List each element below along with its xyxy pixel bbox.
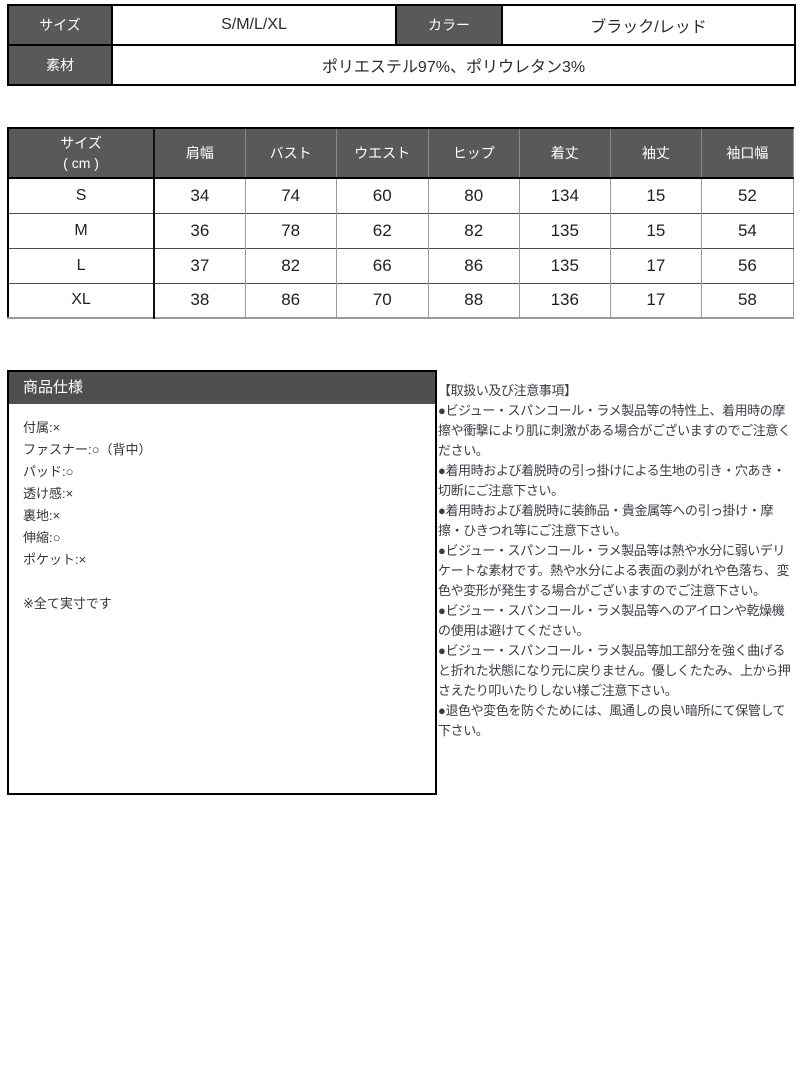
- measurement-cell: 37: [153, 247, 246, 283]
- measurement-cell: 60: [335, 177, 429, 213]
- care-note-item: ●ビジュー・スパンコール・ラメ製品等は熱や水分に弱いデリケートな素材です。熱や水…: [438, 543, 790, 598]
- measurement-cell: 15: [609, 177, 702, 213]
- measurement-cell: 80: [427, 177, 520, 213]
- table-row: M 36 78 62 82 135 15 54: [8, 212, 794, 248]
- measurement-cell: 15: [609, 212, 702, 248]
- measurement-cell: 38: [153, 282, 246, 318]
- spec-note: ※全て実寸です: [23, 596, 112, 611]
- care-note-item: ●ビジュー・スパンコール・ラメ製品等の特性上、着用時の摩擦や衝撃により肌に刺激が…: [438, 403, 791, 458]
- material-label-cell: 素材: [7, 44, 113, 86]
- header-bust: バスト: [244, 128, 337, 179]
- table-row: サイズ S/M/L/XL カラー ブラック/レッド: [7, 4, 796, 46]
- measurement-cell: 135: [518, 212, 611, 248]
- measurement-cell: 58: [700, 282, 794, 318]
- header-cuff-width: 袖口幅: [700, 128, 794, 179]
- care-note-item: ●ビジュー・スパンコール・ラメ製品等へのアイロンや乾燥機の使用は避けてください。: [438, 603, 785, 638]
- header-hip: ヒップ: [427, 128, 520, 179]
- color-label-cell: カラー: [395, 4, 503, 46]
- measurement-cell: 17: [609, 282, 702, 318]
- measurement-cell: 134: [518, 177, 611, 213]
- size-unit-header-cell: サイズ ( cm ): [8, 128, 155, 179]
- spec-box: 商品仕様 付属:× ファスナー:○（背中） パッド:○ 透け感:× 裏地:× 伸…: [7, 370, 437, 795]
- measurement-cell: 36: [153, 212, 246, 248]
- measurement-cell: 78: [244, 212, 337, 248]
- care-notes-title: 【取扱い及び注意事項】: [438, 383, 577, 398]
- measurement-cell: 52: [700, 177, 794, 213]
- header-waist: ウエスト: [335, 128, 429, 179]
- measurement-cell: 136: [518, 282, 611, 318]
- measurement-cell: 82: [427, 212, 520, 248]
- size-name-cell: XL: [8, 282, 155, 318]
- size-header-label: サイズ: [60, 134, 102, 151]
- care-note-item: ●着用時および着脱時に装飾品・貴金属等への引っ掛け・摩擦・ひきつれ等にご注意下さ…: [438, 503, 774, 538]
- measurement-cell: 34: [153, 177, 246, 213]
- spec-item-pad: パッド:○: [23, 464, 74, 479]
- size-label-cell: サイズ: [7, 4, 113, 46]
- care-notes: 【取扱い及び注意事項】 ●ビジュー・スパンコール・ラメ製品等の特性上、着用時の摩…: [438, 381, 796, 741]
- measurement-cell: 135: [518, 247, 611, 283]
- care-note-item: ●ビジュー・スパンコール・ラメ製品等加工部分を強く曲げると折れた状態になり元に戻…: [438, 643, 791, 698]
- product-info-table: サイズ S/M/L/XL カラー ブラック/レッド 素材 ポリエステル97%、ポ…: [7, 4, 796, 86]
- measurement-cell: 54: [700, 212, 794, 248]
- measurement-cell: 88: [427, 282, 520, 318]
- spec-item-pocket: ポケット:×: [23, 552, 87, 567]
- color-value-cell: ブラック/レッド: [501, 4, 796, 46]
- size-chart-table: サイズ ( cm ) 肩幅 バスト ウエスト ヒップ 着丈 袖丈 袖口幅 S 3…: [7, 127, 794, 319]
- spec-item-lining: 裏地:×: [23, 508, 61, 523]
- spec-box-title: 商品仕様: [9, 372, 435, 404]
- measurement-cell: 66: [335, 247, 429, 283]
- table-row: S 34 74 60 80 134 15 52: [8, 177, 794, 213]
- material-value-cell: ポリエステル97%、ポリウレタン3%: [111, 44, 796, 86]
- size-name-cell: S: [8, 177, 155, 213]
- care-note-item: ●退色や変色を防ぐためには、風通しの良い暗所にて保管して下さい。: [438, 703, 786, 738]
- measurement-cell: 86: [427, 247, 520, 283]
- header-shoulder-width: 肩幅: [153, 128, 246, 179]
- care-note-item: ●着用時および着脱時の引っ掛けによる生地の引き・穴あき・切断にご注意下さい。: [438, 463, 786, 498]
- size-name-cell: M: [8, 212, 155, 248]
- table-row: XL 38 86 70 88 136 17 58: [8, 282, 794, 318]
- measurement-cell: 62: [335, 212, 429, 248]
- header-sleeve-length: 袖丈: [609, 128, 702, 179]
- size-chart-header-row: サイズ ( cm ) 肩幅 バスト ウエスト ヒップ 着丈 袖丈 袖口幅: [8, 128, 794, 179]
- measurement-cell: 56: [700, 247, 794, 283]
- measurement-cell: 82: [244, 247, 337, 283]
- measurement-cell: 86: [244, 282, 337, 318]
- spec-box-body: 付属:× ファスナー:○（背中） パッド:○ 透け感:× 裏地:× 伸縮:○ ポ…: [9, 404, 435, 628]
- measurement-cell: 74: [244, 177, 337, 213]
- measurement-cell: 17: [609, 247, 702, 283]
- table-row: 素材 ポリエステル97%、ポリウレタン3%: [7, 44, 796, 86]
- spec-item-accessories: 付属:×: [23, 420, 61, 435]
- size-name-cell: L: [8, 247, 155, 283]
- table-row: L 37 82 66 86 135 17 56: [8, 247, 794, 283]
- spec-item-sheerness: 透け感:×: [23, 486, 74, 501]
- size-value-cell: S/M/L/XL: [111, 4, 397, 46]
- spec-item-stretch: 伸縮:○: [23, 530, 61, 545]
- size-unit-label: ( cm ): [63, 155, 99, 171]
- spec-item-fastener: ファスナー:○（背中）: [23, 442, 152, 457]
- measurement-cell: 70: [335, 282, 429, 318]
- header-length: 着丈: [518, 128, 611, 179]
